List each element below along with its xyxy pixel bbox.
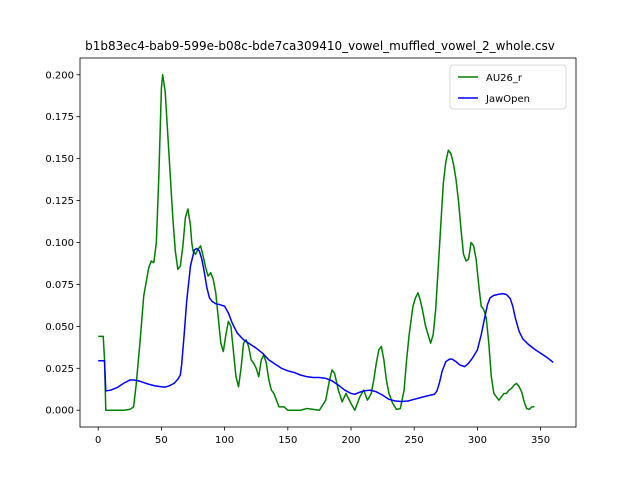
x-tick-label: 350 [531, 435, 550, 446]
axes-layer: 0 50 100 150 200 250 300 350 0.000 0.025 0.050 0.07… [45, 57, 577, 446]
legend: AU26_r JawOpen [449, 64, 567, 110]
y-tick-label: 0.150 [45, 154, 74, 165]
x-tick-label: 50 [155, 435, 168, 446]
series-line-jawopen [98, 247, 554, 403]
x-tick-label: 300 [468, 435, 487, 446]
y-tick-label: 0.025 [45, 364, 74, 375]
x-tick-label: 250 [405, 435, 424, 446]
chart-title: b1b83ec4-bab9-599e-b08c-bde7ca309410_vow… [85, 39, 555, 53]
y-tick-label: 0.000 [45, 406, 74, 417]
x-tick-label: 150 [278, 435, 297, 446]
y-tick-label: 0.050 [45, 322, 74, 333]
series-line-au26-r [98, 74, 535, 411]
y-tick-label: 0.100 [45, 238, 74, 249]
x-tick-label: 200 [341, 435, 360, 446]
y-tick-label: 0.200 [45, 70, 74, 81]
legend-box [449, 64, 567, 110]
y-tick-label: 0.125 [45, 196, 74, 207]
x-tick-label: 100 [215, 435, 234, 446]
y-tick-label: 0.175 [45, 112, 74, 123]
x-tick-label: 0 [95, 435, 101, 446]
y-tick-label: 0.075 [45, 280, 74, 291]
plot-layer [98, 74, 554, 411]
legend-entry-label: JawOpen [485, 94, 530, 105]
legend-entry-label: AU26_r [486, 73, 523, 84]
